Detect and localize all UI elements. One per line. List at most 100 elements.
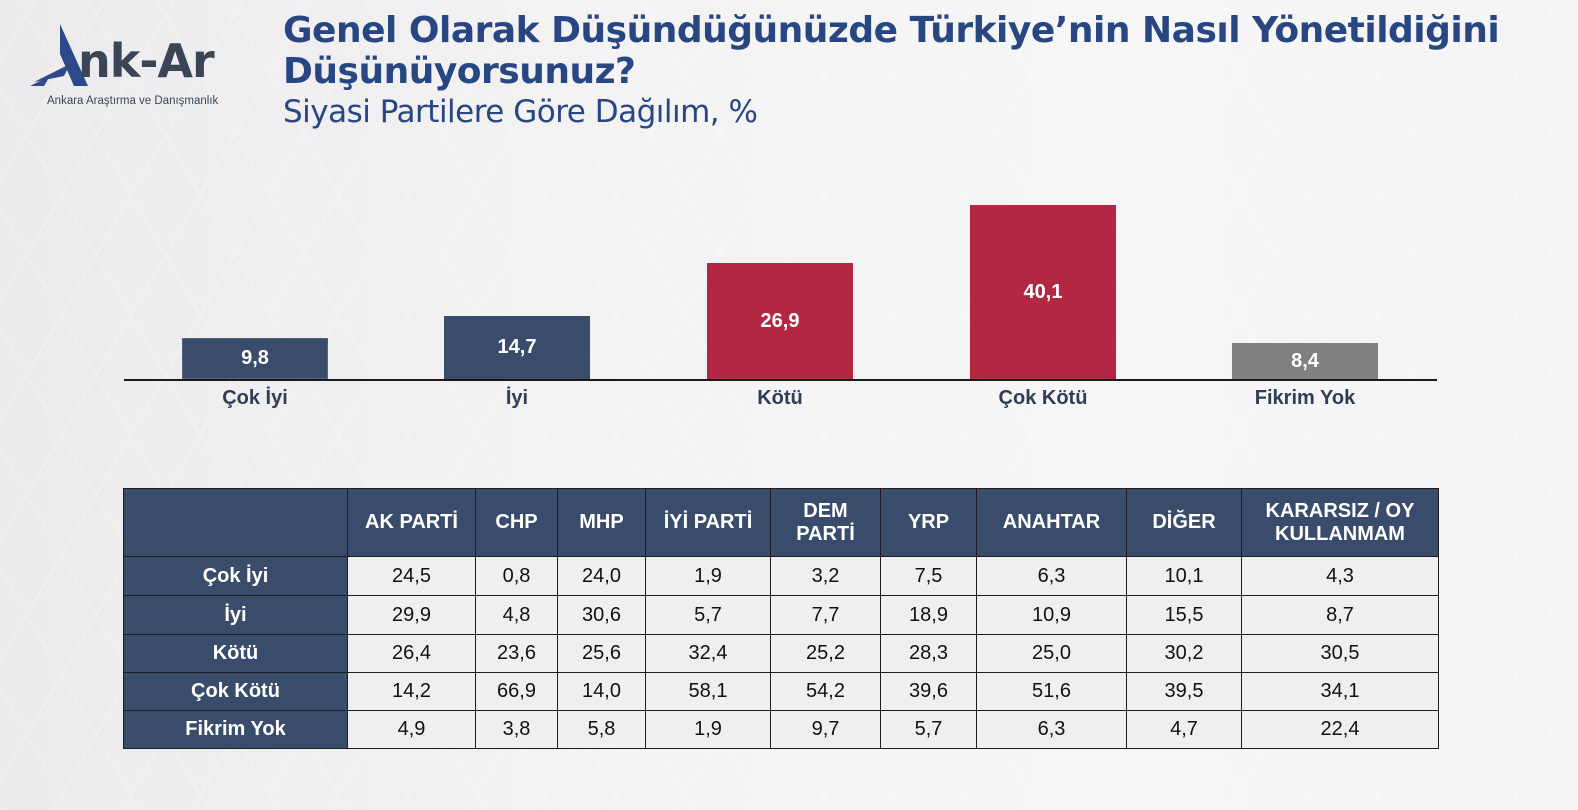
table-cell: 39,6 <box>880 672 977 711</box>
logo-a-mark-icon <box>30 24 88 86</box>
row-header: İyi <box>123 595 348 635</box>
bar-value-label: 40,1 <box>1023 280 1063 303</box>
page-title: Genel Olarak Düşündüğünüzde Türkiye’nin … <box>283 10 1500 92</box>
column-header-text: ANAHTAR <box>1002 511 1101 533</box>
column-header-text: YRP <box>907 511 950 533</box>
bar-cok-iyi: 9,8 <box>182 338 328 379</box>
table-cell: 7,5 <box>880 556 977 596</box>
x-axis-label-cok-kotu: Çok Kötü <box>998 387 1088 409</box>
column-header-yrp: YRP <box>880 488 977 557</box>
table-cell: 0,8 <box>475 556 558 596</box>
x-axis-label-iyi: İyi <box>505 387 529 409</box>
table-cell: 32,4 <box>645 634 771 673</box>
table-row: Fikrim Yok 4,9 3,8 5,8 1,9 9,7 5,7 6,3 4… <box>123 710 1439 749</box>
column-header-text: KARARSIZ / OY <box>1265 499 1415 522</box>
column-header-text: PARTİ <box>796 522 855 545</box>
table-cell: 1,9 <box>645 556 771 596</box>
bar-value-label: 9,8 <box>241 347 269 369</box>
table-cell: 4,3 <box>1241 556 1439 596</box>
x-axis-label-kotu: Kötü <box>757 387 803 409</box>
table-cell: 25,0 <box>976 634 1127 673</box>
x-axis-label-cok-iyi: Çok İyi <box>222 387 288 409</box>
column-header-text: KULLANMAM <box>1275 522 1405 545</box>
table-cell: 6,3 <box>976 710 1127 749</box>
table-cell: 26,4 <box>347 634 476 673</box>
column-header-anahtar: ANAHTAR <box>976 488 1127 557</box>
column-header-text: İYİ PARTİ <box>663 511 753 533</box>
bar-cok-kotu: 40,1 <box>970 205 1116 379</box>
column-header-iyi-parti: İYİ PARTİ <box>645 488 771 557</box>
table-row: Kötü 26,4 23,6 25,6 32,4 25,2 28,3 25,0 … <box>123 634 1439 673</box>
column-header-text: MHP <box>579 511 624 533</box>
table-cell: 14,2 <box>347 672 476 711</box>
column-header-text: DEM <box>803 499 848 522</box>
table-corner-cell <box>123 488 348 557</box>
table-row: Çok İyi 24,5 0,8 24,0 1,9 3,2 7,5 6,3 10… <box>123 556 1439 596</box>
column-header-text: AK PARTİ <box>365 511 458 533</box>
bar-value-label: 8,4 <box>1291 349 1319 372</box>
table-cell: 4,7 <box>1126 710 1242 749</box>
table-cell: 4,8 <box>475 595 558 635</box>
bar-fikrim-yok: 8,4 <box>1232 343 1378 379</box>
table-cell: 30,2 <box>1126 634 1242 673</box>
x-axis-line <box>124 379 1437 381</box>
ank-ar-logo: nk-Ar Ankara Araştırma ve Danışmanlık <box>30 20 245 115</box>
table-cell: 25,6 <box>557 634 646 673</box>
party-breakdown-table: AK PARTİ CHP MHP İYİ PARTİ DEM PARTİ YRP … <box>123 488 1439 749</box>
column-header-text: CHP <box>495 511 538 533</box>
table-cell: 29,9 <box>347 595 476 635</box>
column-header-mhp: MHP <box>557 488 646 557</box>
table-cell: 34,1 <box>1241 672 1439 711</box>
table-cell: 3,2 <box>770 556 881 596</box>
table-row: Çok Kötü 14,2 66,9 14,0 58,1 54,2 39,6 5… <box>123 672 1439 711</box>
logo-tagline: Ankara Araştırma ve Danışmanlık <box>47 95 219 107</box>
table-cell: 10,1 <box>1126 556 1242 596</box>
column-header-chp: CHP <box>475 488 558 557</box>
bar-value-label: 26,9 <box>760 309 800 332</box>
table-cell: 6,3 <box>976 556 1127 596</box>
column-header-dem-parti: DEM PARTİ <box>770 488 881 557</box>
column-header-diger: DİĞER <box>1126 488 1242 557</box>
table-cell: 54,2 <box>770 672 881 711</box>
column-header-ak-parti: AK PARTİ <box>347 488 476 557</box>
table-cell: 24,0 <box>557 556 646 596</box>
table-cell: 4,9 <box>347 710 476 749</box>
table-cell: 30,5 <box>1241 634 1439 673</box>
table-cell: 30,6 <box>557 595 646 635</box>
row-header: Çok İyi <box>123 556 348 596</box>
page-subtitle: Siyasi Partilere Göre Dağılım, % <box>283 94 758 130</box>
table-cell: 7,7 <box>770 595 881 635</box>
bar-chart: 9,8 14,7 26,9 40,1 8,4 Çok İyi İyi Kötü … <box>124 190 1437 430</box>
table-cell: 51,6 <box>976 672 1127 711</box>
table-cell: 24,5 <box>347 556 476 596</box>
table-cell: 25,2 <box>770 634 881 673</box>
x-axis-label-fikrim-yok: Fikrim Yok <box>1254 387 1356 409</box>
table-cell: 39,5 <box>1126 672 1242 711</box>
bar-value-label: 14,7 <box>497 336 537 358</box>
table-cell: 3,8 <box>475 710 558 749</box>
table-cell: 15,5 <box>1126 595 1242 635</box>
row-header: Kötü <box>123 634 348 673</box>
bar-iyi: 14,7 <box>444 316 590 379</box>
row-header: Çok Kötü <box>123 672 348 711</box>
column-header-kararsiz: KARARSIZ / OY KULLANMAM <box>1241 488 1439 557</box>
table-cell: 8,7 <box>1241 595 1439 635</box>
column-header-text: DİĞER <box>1152 511 1216 533</box>
table-cell: 5,7 <box>880 710 977 749</box>
table-cell: 5,7 <box>645 595 771 635</box>
table-cell: 14,0 <box>557 672 646 711</box>
table-cell: 66,9 <box>475 672 558 711</box>
table-cell: 10,9 <box>976 595 1127 635</box>
table-cell: 1,9 <box>645 710 771 749</box>
logo-wordmark: nk-Ar <box>78 34 215 88</box>
table-header-row: AK PARTİ CHP MHP İYİ PARTİ DEM PARTİ YRP … <box>123 488 1439 557</box>
table-cell: 22,4 <box>1241 710 1439 749</box>
row-header: Fikrim Yok <box>123 710 348 749</box>
table-cell: 18,9 <box>880 595 977 635</box>
table-cell: 9,7 <box>770 710 881 749</box>
table-cell: 58,1 <box>645 672 771 711</box>
table-row: İyi 29,9 4,8 30,6 5,7 7,7 18,9 10,9 15,5… <box>123 595 1439 635</box>
table-cell: 28,3 <box>880 634 977 673</box>
bar-kotu: 26,9 <box>707 263 853 379</box>
table-cell: 23,6 <box>475 634 558 673</box>
